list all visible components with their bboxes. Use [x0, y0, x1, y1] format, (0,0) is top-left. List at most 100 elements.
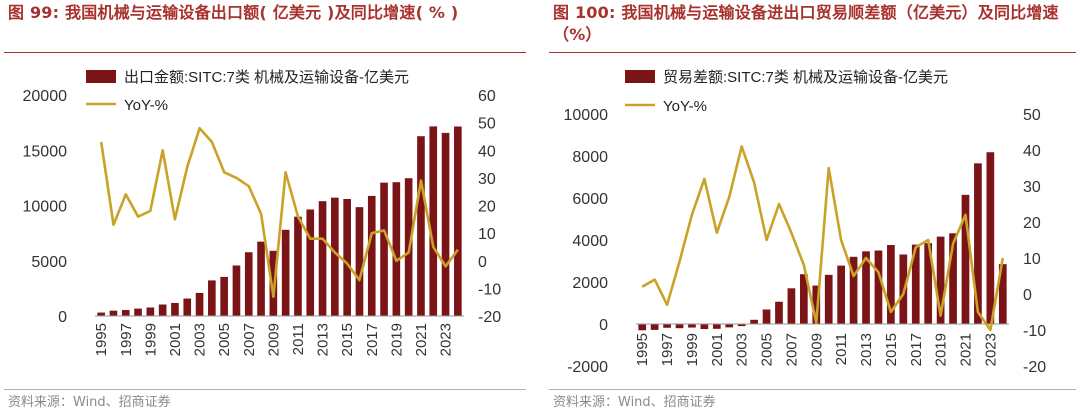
bar — [949, 233, 957, 324]
right-axis-tick-label: 30 — [478, 171, 496, 188]
left-axis-tick-label: -2000 — [567, 359, 608, 376]
left-chart-panel: 图 99: 我国机械与运输设备出口额( 亿美元 )及同比增速( % ) 2000… — [0, 0, 530, 412]
x-axis-tick-label: 1995 — [634, 333, 651, 366]
bar — [97, 312, 105, 316]
x-axis-tick-label: 2023 — [438, 323, 455, 356]
right-axis-tick-label: 10 — [478, 226, 496, 243]
right-axis-tick-label: -20 — [478, 309, 501, 326]
legend-bar-label: 贸易差额:SITC:7类 机械及运输设备-亿美元 — [663, 69, 948, 86]
yoy-line — [99, 126, 459, 299]
x-axis-tick-label: 2013 — [858, 333, 875, 366]
left-axis-tick-label: 0 — [599, 317, 608, 334]
right-axis-tick-label: 20 — [1023, 215, 1041, 232]
bar — [862, 251, 870, 324]
bar — [737, 324, 746, 327]
bar — [849, 256, 858, 324]
x-axis-tick-label: 2005 — [216, 323, 233, 356]
x-axis-tick-label: 2003 — [734, 333, 751, 366]
bar — [638, 324, 647, 331]
bar — [775, 301, 783, 324]
bar — [924, 243, 933, 324]
x-axis-tick-label: 2001 — [167, 323, 184, 356]
x-axis-tick-label: 2021 — [957, 333, 974, 366]
left-source-note: 资料来源：Wind、招商证券 — [8, 395, 171, 410]
left-chart-svg: 20000 15000 10000 5000 0 60 50 40 30 20 10 0 -10 -20 1… — [23, 69, 502, 356]
bar — [762, 309, 771, 324]
bar — [675, 324, 684, 329]
bar — [725, 324, 734, 328]
x-axis-tick-label: 1995 — [93, 323, 110, 356]
left-axis-tick-label: 5000 — [31, 254, 67, 271]
x-axis-tick-label: 2017 — [364, 323, 381, 356]
right-chart-svg: 10000 8000 6000 4000 2000 0 -2000 50 40 30 20 10 0 -1… — [564, 69, 1047, 376]
yoy-line — [641, 145, 1005, 332]
bar — [650, 324, 659, 330]
left-axis-tick-label: 10000 — [23, 199, 68, 216]
x-axis-tick-label: 2009 — [808, 333, 825, 366]
bar — [367, 195, 376, 316]
legend-bar-swatch — [625, 70, 655, 83]
left-axis-tick-label: 2000 — [572, 275, 608, 292]
x-axis-tick-label: 1999 — [142, 323, 159, 356]
right-axis-tick-label: 0 — [478, 254, 487, 271]
x-axis-tick-label: 1997 — [118, 323, 135, 356]
bar — [887, 245, 895, 324]
x-axis-tick-label: 2011 — [290, 323, 307, 355]
bar — [974, 163, 982, 324]
right-axis-tick-label: 30 — [1023, 179, 1041, 196]
bar — [331, 197, 339, 316]
right-title-rule — [549, 52, 1076, 53]
right-axis-tick-label: 40 — [1023, 143, 1041, 160]
right-axis-tick-label: 50 — [478, 116, 496, 133]
right-footer-rule — [549, 389, 1076, 390]
bar — [232, 265, 241, 316]
legend-bar-swatch — [86, 70, 116, 83]
x-axis-tick-label: 2011 — [833, 333, 850, 365]
x-axis-tick-label: 2019 — [933, 333, 950, 366]
bar — [429, 126, 438, 316]
x-axis-tick-label: 1999 — [684, 333, 701, 366]
bar — [220, 276, 228, 316]
right-axis-tick-label: 50 — [1023, 107, 1041, 124]
bar — [441, 132, 450, 316]
bar — [269, 250, 278, 316]
bar — [700, 324, 709, 330]
bar — [712, 324, 721, 329]
bar — [343, 198, 351, 316]
bar — [158, 304, 167, 316]
bar — [750, 319, 758, 324]
bar — [208, 280, 216, 316]
bar — [936, 236, 945, 324]
left-chart-title: 图 99: 我国机械与运输设备出口额( 亿美元 )及同比增速( % ) — [8, 3, 459, 22]
bar — [183, 298, 192, 316]
bar — [961, 194, 970, 324]
bar — [281, 229, 290, 316]
bar — [824, 274, 833, 324]
bar — [121, 310, 130, 316]
x-axis-tick-label: 2015 — [339, 323, 356, 356]
bar — [306, 209, 315, 316]
left-axis-tick-label: 20000 — [23, 88, 68, 105]
x-axis-tick-label: 2019 — [388, 323, 405, 356]
bar — [146, 307, 155, 316]
legend-line-label: YoY-% — [124, 97, 168, 114]
bar — [986, 152, 995, 324]
right-axis-tick-label: -10 — [1023, 323, 1046, 340]
right-chart-title: 图 100: 我国机械与运输设备进出口贸易顺差额（亿美元）及同比增速（%） — [553, 3, 1059, 44]
legend-line-label: YoY-% — [663, 98, 707, 115]
bar — [244, 252, 253, 316]
left-footer-rule — [4, 389, 526, 390]
right-axis-tick-label: 10 — [1023, 251, 1041, 268]
bar — [380, 182, 388, 316]
bar — [812, 285, 821, 324]
bar — [294, 216, 302, 316]
x-axis-tick-label: 2015 — [883, 333, 900, 366]
x-axis-tick-label: 2009 — [265, 323, 282, 356]
bar — [837, 265, 846, 324]
right-axis-tick-label: -10 — [478, 281, 501, 298]
bar — [257, 241, 265, 316]
bar — [195, 292, 204, 316]
x-axis-tick-label: 1997 — [659, 333, 676, 366]
left-axis-tick-label: 0 — [58, 309, 67, 326]
right-axis-tick-label: 40 — [478, 143, 496, 160]
